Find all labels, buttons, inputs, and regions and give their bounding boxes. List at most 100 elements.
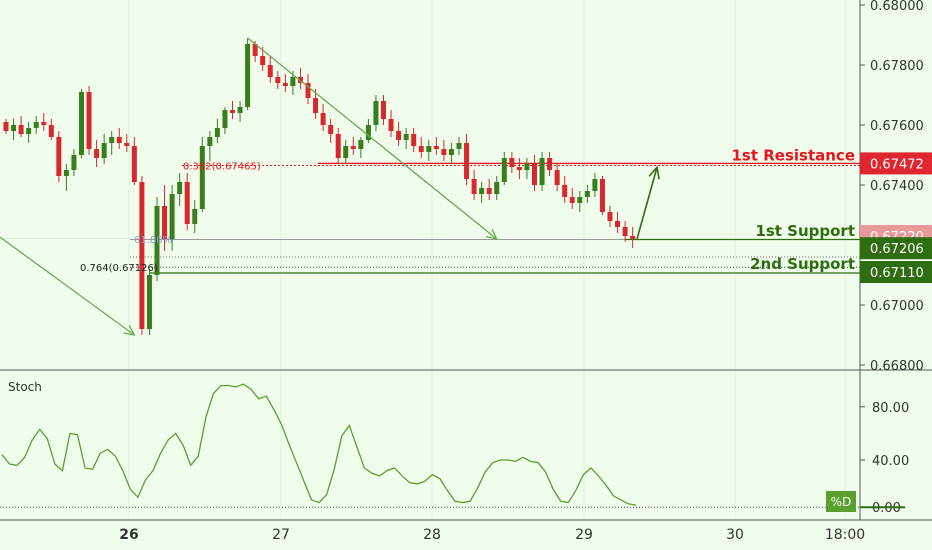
candle-body: [214, 128, 220, 137]
candle-body: [433, 146, 439, 149]
candle-body: [615, 221, 621, 227]
candle-body: [547, 158, 553, 170]
candle-body: [335, 134, 341, 158]
candle-body: [516, 167, 522, 170]
candle-body: [245, 44, 251, 107]
arrow-down-left-head: [123, 324, 136, 336]
candle-body: [11, 125, 17, 131]
candle-body: [275, 77, 281, 83]
arrow-target: [636, 167, 658, 240]
candle-body: [479, 188, 485, 194]
candle-body: [441, 149, 447, 155]
fib-label-764: 0.764(0.67126): [80, 263, 158, 274]
candle-body: [124, 143, 130, 146]
candle-body: [230, 110, 235, 113]
candle-body: [630, 236, 636, 239]
candle-body: [592, 179, 598, 191]
candle-body: [162, 206, 168, 239]
candle-body: [282, 83, 288, 86]
candle-body: [86, 92, 92, 149]
candle-body: [350, 146, 356, 149]
stoch-tick-label: 80.00: [872, 401, 909, 416]
arrow-down-mid: [247, 37, 498, 240]
candle-body: [622, 227, 628, 236]
candle-body: [177, 182, 183, 194]
candle-body: [139, 182, 145, 329]
candle-body: [154, 206, 160, 275]
candle-body: [562, 185, 568, 197]
arrow-down-mid-head: [485, 228, 498, 240]
resistance-price-tag: 0.67472: [870, 157, 924, 172]
candle-body: [509, 158, 515, 167]
stoch-tick-label: 0.00: [872, 501, 901, 516]
candle-body: [328, 125, 334, 134]
price-tick-label: 0.68000: [870, 0, 924, 14]
candle-body: [207, 137, 213, 146]
candle-body: [358, 140, 364, 149]
price-tick-label: 0.66800: [870, 359, 924, 374]
candle-body: [101, 143, 107, 158]
candle-body: [486, 188, 492, 194]
stoch-tick-label: 40.00: [872, 454, 909, 469]
support-2-price-tag: 0.67206: [870, 242, 924, 257]
support-extra-price-tag-bg: [860, 261, 932, 283]
candle-body: [607, 212, 613, 221]
candle-body: [33, 122, 39, 128]
candle-body: [94, 149, 100, 158]
candle-body: [524, 164, 530, 170]
candle-body: [313, 98, 319, 113]
candle-body: [146, 275, 152, 329]
time-tick-label: 18:00: [825, 527, 865, 543]
time-tick-label: 28: [423, 527, 441, 543]
price-tick-label: 0.67800: [870, 59, 924, 74]
candle-body: [396, 131, 402, 140]
candle-body: [26, 128, 32, 134]
candle-body: [41, 122, 47, 125]
candle-body: [169, 194, 175, 239]
candle-body: [501, 158, 507, 182]
candle-body: [464, 143, 470, 179]
stoch-series-label-bg: [826, 491, 856, 512]
candle-body: [426, 146, 432, 152]
candle-body: [418, 146, 424, 152]
candle-body: [237, 107, 243, 113]
time-tick-label: 27: [272, 527, 290, 543]
stoch-title: Stoch: [8, 380, 42, 394]
candle-body: [56, 137, 62, 176]
candle-body: [290, 77, 296, 86]
candle-body: [471, 179, 477, 194]
candle-body: [3, 122, 9, 131]
candle-body: [569, 197, 575, 203]
candle-body: [456, 143, 462, 149]
candle-body: [599, 179, 605, 212]
stoch-d-line: [1, 383, 637, 506]
candle-body: [577, 197, 583, 203]
arrow-target-head: [648, 165, 660, 180]
resistance-label: 1st Resistance: [731, 146, 855, 164]
candle-body: [192, 209, 198, 224]
candle-body: [539, 158, 545, 185]
fib-label-618: 61.80%: [134, 235, 172, 246]
candle-body: [18, 125, 24, 134]
candle-body: [388, 119, 394, 131]
candle-body: [448, 149, 454, 155]
support-2-label: 2nd Support: [750, 255, 855, 273]
candle-body: [109, 137, 115, 143]
price-tick-label: 0.67000: [870, 299, 924, 314]
time-tick-label: 26: [119, 527, 138, 543]
resistance-price-tag-bg: [860, 152, 932, 175]
candle-body: [222, 110, 228, 128]
candle-body: [184, 182, 190, 224]
candle-body: [554, 170, 560, 185]
candle-body: [532, 164, 537, 185]
candle-body: [305, 83, 311, 98]
candle-body: [584, 191, 590, 197]
candle-body: [343, 146, 349, 158]
candle-body: [373, 101, 379, 125]
fib-label-382: 0.382(0.67465): [183, 162, 261, 173]
candle-body: [411, 134, 417, 146]
candle-body: [494, 182, 500, 194]
candle-body: [252, 44, 258, 56]
